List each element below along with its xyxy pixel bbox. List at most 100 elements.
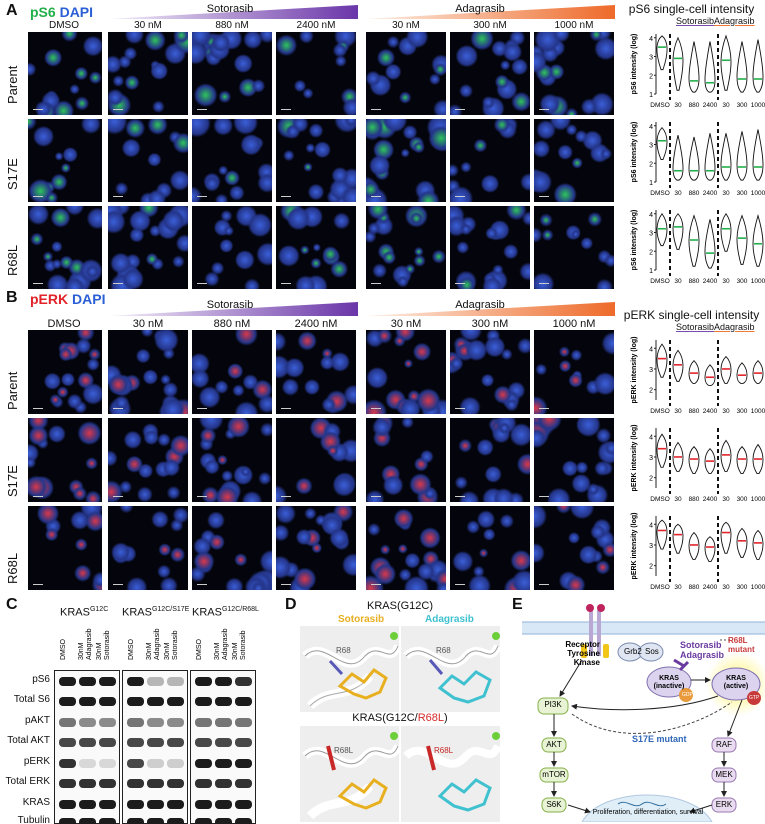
x-tick-label: 30 [722,496,730,503]
y-tick-label: 2 [649,161,653,168]
dose-label: 1000 nM [554,20,594,31]
blot-membrane [54,670,120,824]
mtor-label: mTOR [542,770,566,779]
blot-band [127,800,144,809]
x-tick-label: 300 [737,190,748,197]
scale-bar [455,584,465,585]
x-tick-label: 30 [674,408,682,415]
s6k-label: S6K [546,800,562,809]
blot-band [79,759,96,768]
perk-micrograph [28,330,102,414]
x-tick-label: 1000 [751,584,765,591]
violin-DMSO [656,343,668,378]
violin-300 [736,445,748,474]
scale-bar [539,496,549,497]
panel-label-e: E [512,596,523,613]
blot-band [147,779,164,788]
blot-band [195,818,212,824]
x-tick-label: 880 [689,496,700,503]
adagrasib-gradient-b [365,302,615,316]
blot-band [59,718,76,727]
ps6-micrograph [108,206,188,289]
protein-label: Total ERK [5,776,50,787]
violin-880 [688,531,700,560]
lane-label: 30nM Sotorasib [232,630,247,660]
dose-label: 880 nM [213,318,251,330]
blot-band [195,779,212,788]
dose-label: 30 nM [390,318,422,330]
x-tick-label: DMSO [650,278,670,285]
x-tick-label: 2400 [703,584,718,591]
dapi-stain-label: DAPI [72,291,106,307]
blot-band [215,779,232,788]
blot-band [147,718,164,727]
violin-1000 [752,360,764,384]
r68l-mutant-label: R68L mutant [728,636,755,654]
group-label-adagrasib: Adagrasib [714,322,755,332]
blot-band [79,800,96,809]
ps6-micrograph [28,32,102,115]
ps6-micrograph [28,119,102,202]
violin-1000 [752,39,764,93]
scale-bar [113,496,123,497]
violin-880 [688,41,700,93]
y-tick-label: 2 [649,249,653,256]
dose-label: 30 nM [134,20,162,31]
blot-band [167,738,184,747]
violin-30 [672,213,684,250]
violin-DMSO [656,126,668,160]
mek-label: MEK [715,770,733,779]
sotorasib-gradient-b [108,302,358,316]
dapi-stain-label: DAPI [59,4,94,20]
blot-membrane [122,670,188,824]
blot-band [99,759,116,768]
violin-chart-b-s17e: 2 3 4 pERK intensity (log) DMSO 30 880 2400 30 30… [631,425,765,503]
sotorasib-label-b: Sotorasib [206,299,254,311]
protein-label: Tubulin [17,815,50,824]
violin-880 [688,360,700,384]
adagrasib-gradient-a [365,5,615,19]
y-tick-label: 2 [649,564,653,571]
y-tick-label: 3 [649,543,653,550]
blot-band [127,718,144,727]
row-label-parent-b: Parent [5,371,20,410]
scale-bar [539,283,549,284]
ps6-micrograph [108,119,188,202]
blot-band [99,697,116,706]
scale-bar [371,109,381,110]
violin-DMSO [656,212,668,247]
lane-label: DMSO [196,639,203,660]
scale-bar [113,408,123,409]
blot-band [127,779,144,788]
lane-label: DMSO [60,639,67,660]
blot-title-r68l: KRASG12C/R68L [192,606,259,619]
y-tick-label: 2 [649,388,653,395]
x-tick-label: 300 [737,278,748,285]
blot-band [79,818,96,824]
y-tick-label: 1 [649,268,653,275]
perk-micrograph [28,418,102,502]
ps6-quant-title: pS6 single-cell intensity [628,2,755,16]
scale-bar [33,408,43,409]
blot-band [59,779,76,788]
drug-label-adagrasib: Adagrasib [425,614,474,625]
ps6-micrograph [192,119,272,202]
ps6-micrograph [276,206,356,289]
ps6-stain-label: pS6 [30,4,56,20]
ps6-micrograph [192,32,272,115]
blot-band [59,697,76,706]
blot-band [167,697,184,706]
row-label-r68l-a: R68L [5,244,20,276]
dmso-label: DMSO [49,20,79,31]
violin-30 [720,133,732,181]
x-tick-label: 30 [722,408,730,415]
ps6-micrograph [366,119,446,202]
scale-bar [33,496,43,497]
scale-bar [371,408,381,409]
ps6-micrograph [534,32,614,115]
y-axis-label: pERK intensity (log) [631,425,638,492]
x-tick-label: 2400 [703,408,718,415]
violin-30 [672,135,684,181]
blot-band [59,677,76,686]
